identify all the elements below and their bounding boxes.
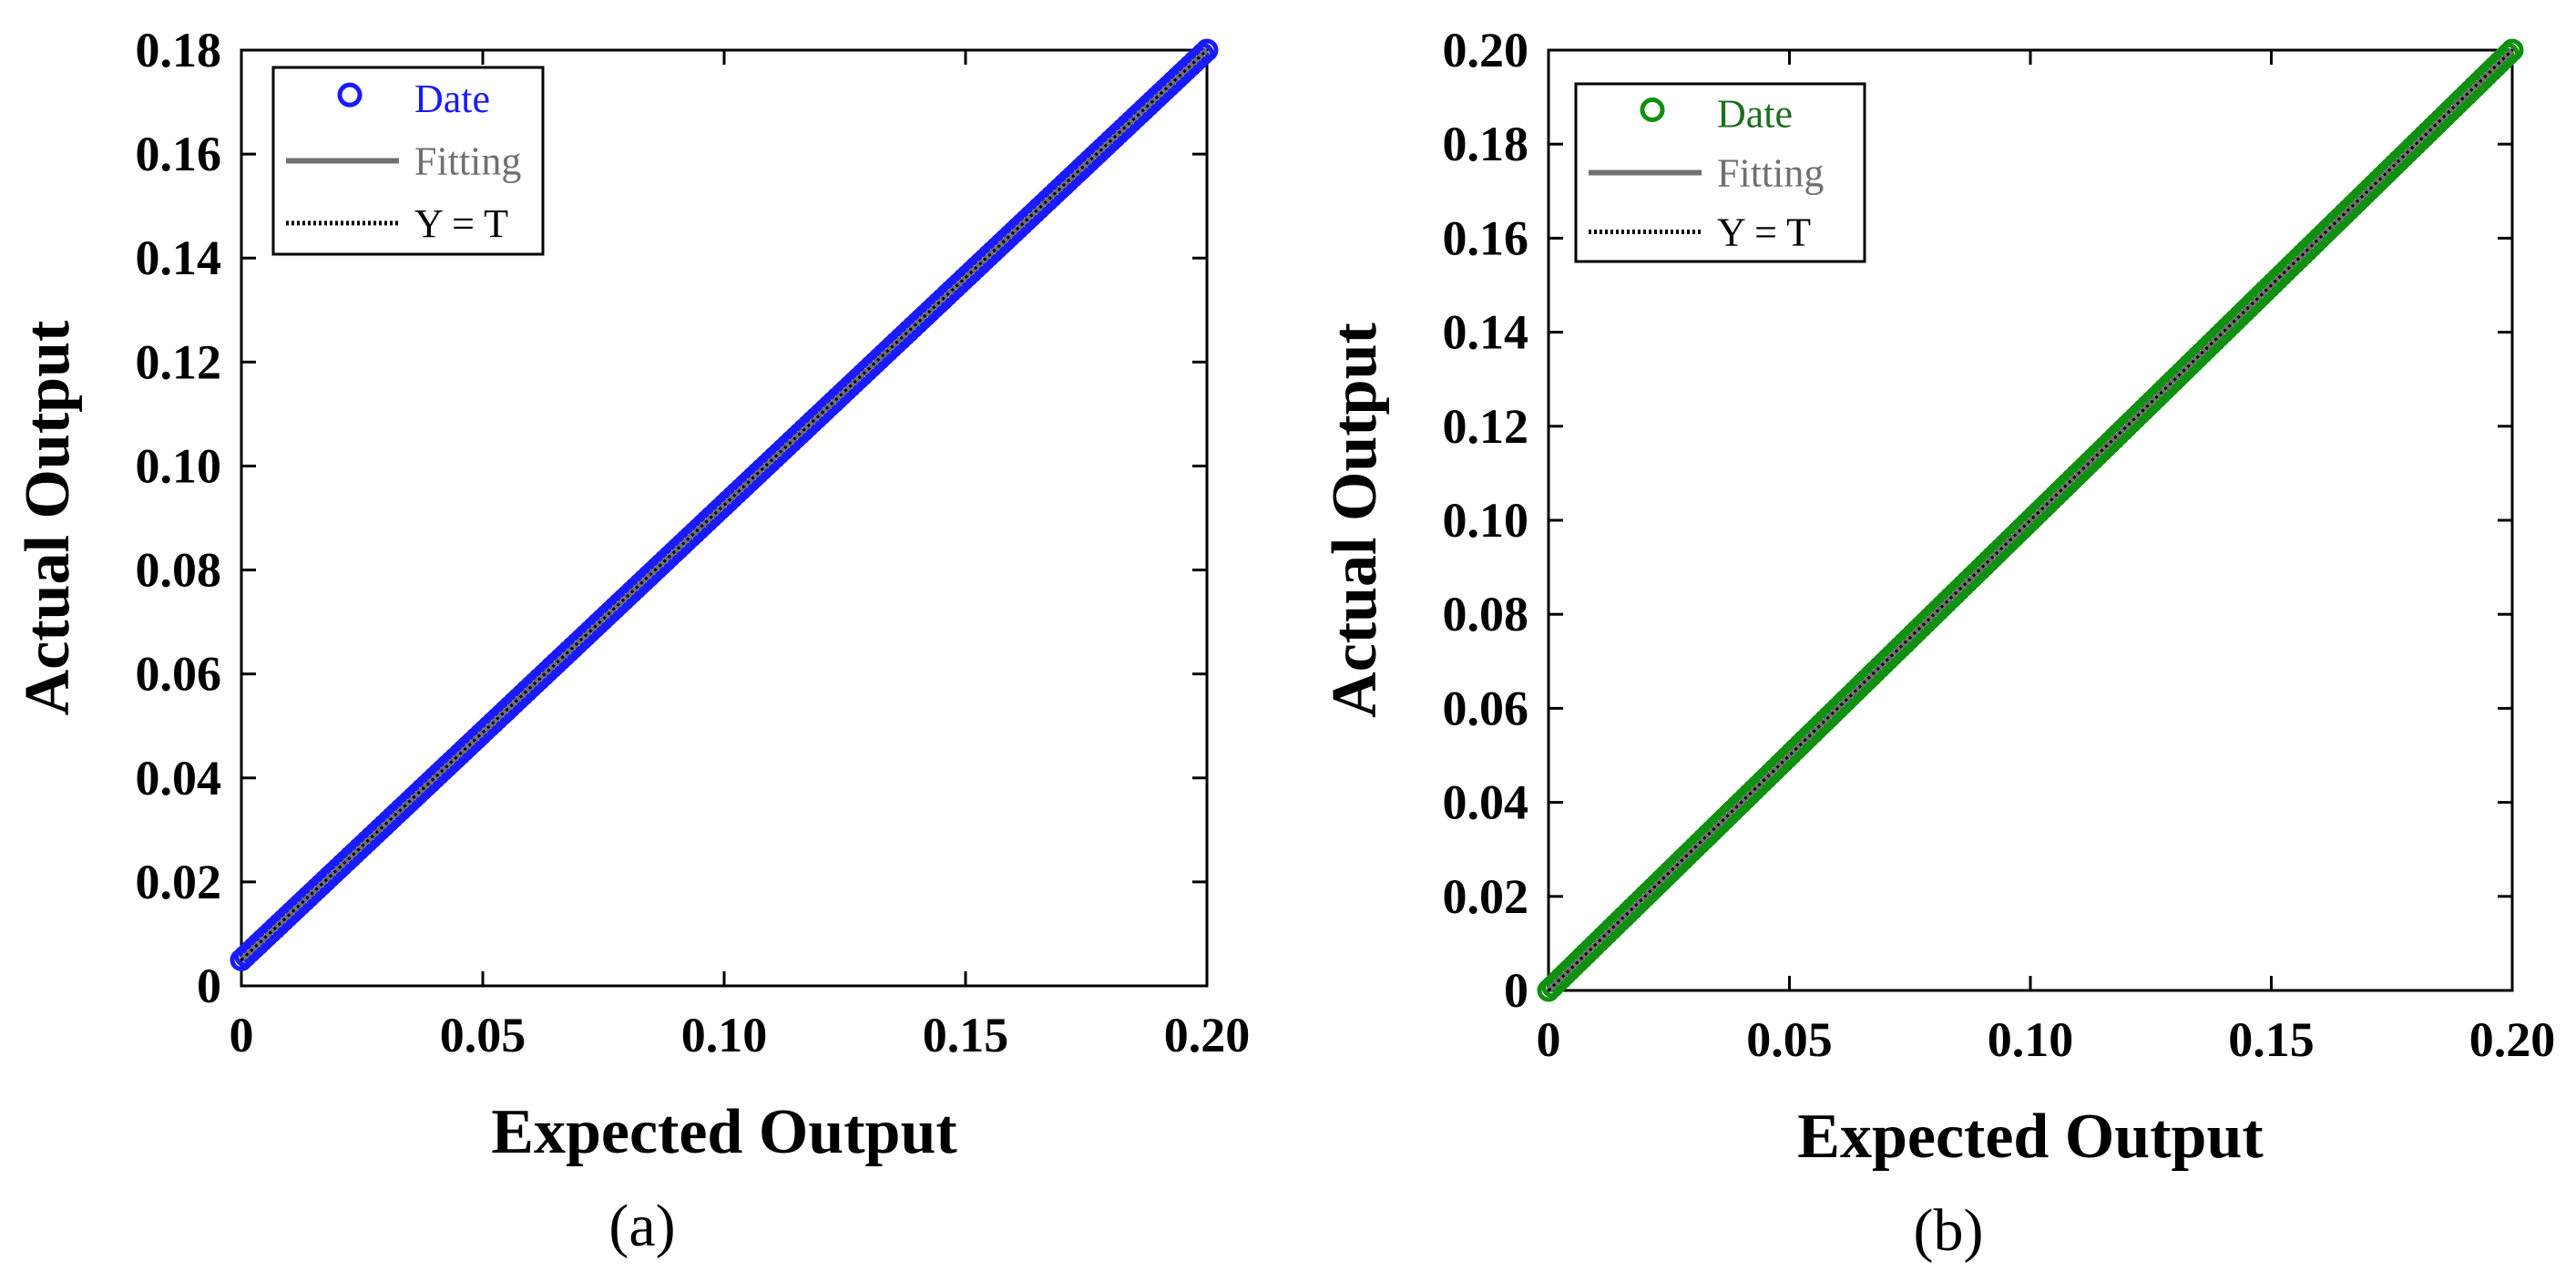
legend-label: Y = T (1717, 210, 1811, 255)
legend-marker-circle (1640, 97, 1665, 122)
y-tick-label: 0.06 (136, 647, 222, 702)
y-tick-label: 0.02 (136, 855, 222, 909)
data-point (1191, 42, 1214, 66)
x-axis-label: Expected Output (1797, 1102, 2263, 1172)
legend-label: Fitting (414, 139, 521, 184)
y-tick-label: 0.10 (136, 438, 222, 493)
data-point (1195, 38, 1219, 62)
x-tick-label: 0.05 (440, 1008, 526, 1062)
y-tick-label: 0.18 (136, 23, 222, 77)
chart-panel-a: 0 0.05 0.10 0.15 0.20 0 0.02 0.04 0.06 0.08 0.10 0.… (13, 23, 1250, 1259)
y-tick-label: 0.08 (1443, 587, 1529, 641)
y-tick-label: 0.06 (1443, 681, 1529, 735)
y-tick-label: 0 (1504, 963, 1528, 1018)
y-tick-label: 0.04 (1443, 775, 1529, 830)
y-tick-label: 0 (197, 959, 221, 1013)
legend-label: Date (1717, 92, 1793, 137)
legend-label: Fitting (1717, 151, 1824, 196)
x-tick-label: 0.20 (2469, 1012, 2556, 1067)
x-tick-label: 0.15 (2228, 1012, 2315, 1067)
data-point (2500, 38, 2524, 62)
x-tick-label: 0 (1537, 1012, 1561, 1067)
y-tick-label: 0.14 (136, 231, 222, 285)
y-tick-label: 0.08 (136, 543, 222, 598)
y-tick-label: 0.10 (1443, 493, 1529, 548)
legend-label: Date (414, 77, 490, 121)
y-tick-label: 0.20 (1443, 23, 1529, 77)
data-points (230, 38, 1219, 971)
y-tick-label: 0.12 (136, 334, 222, 389)
y-tick-label: 0.16 (1443, 210, 1529, 265)
legend: Date Fitting Y = T (271, 66, 545, 256)
y-axis-label: Actual Output (13, 321, 83, 716)
y-tick-label: 0.02 (1443, 869, 1529, 924)
data-point (2496, 42, 2520, 66)
x-tick-label: 0 (230, 1008, 254, 1062)
x-axis-label: Expected Output (491, 1097, 956, 1167)
panel-caption: (a) (608, 1193, 675, 1259)
legend-label: Y = T (414, 201, 508, 246)
x-tick-label: 0.10 (1988, 1012, 2074, 1067)
x-tick-label: 0.05 (1746, 1012, 1833, 1067)
chart-panel-b: 0 0.05 0.10 0.15 0.20 0 0.02 0.04 0.06 0.08 0.10 0.… (1320, 23, 2555, 1264)
x-tick-label: 0.10 (681, 1008, 768, 1062)
panel-caption: (b) (1914, 1197, 1984, 1264)
legend: Date Fitting Y = T (1574, 82, 1866, 263)
x-tick-label: 0.15 (923, 1008, 1009, 1062)
identity-line (240, 48, 1209, 961)
identity-line (1547, 48, 2514, 992)
y-tick-label: 0.18 (1443, 117, 1529, 171)
x-tick-label: 0.20 (1164, 1008, 1251, 1062)
y-tick-label: 0.12 (1443, 399, 1529, 454)
y-tick-label: 0.16 (136, 127, 222, 181)
y-axis-label: Actual Output (1320, 323, 1390, 718)
y-tick-label: 0.04 (136, 751, 222, 805)
y-tick-label: 0.14 (1443, 305, 1529, 360)
legend-marker-circle (337, 82, 363, 108)
data-points (1537, 38, 2524, 1002)
